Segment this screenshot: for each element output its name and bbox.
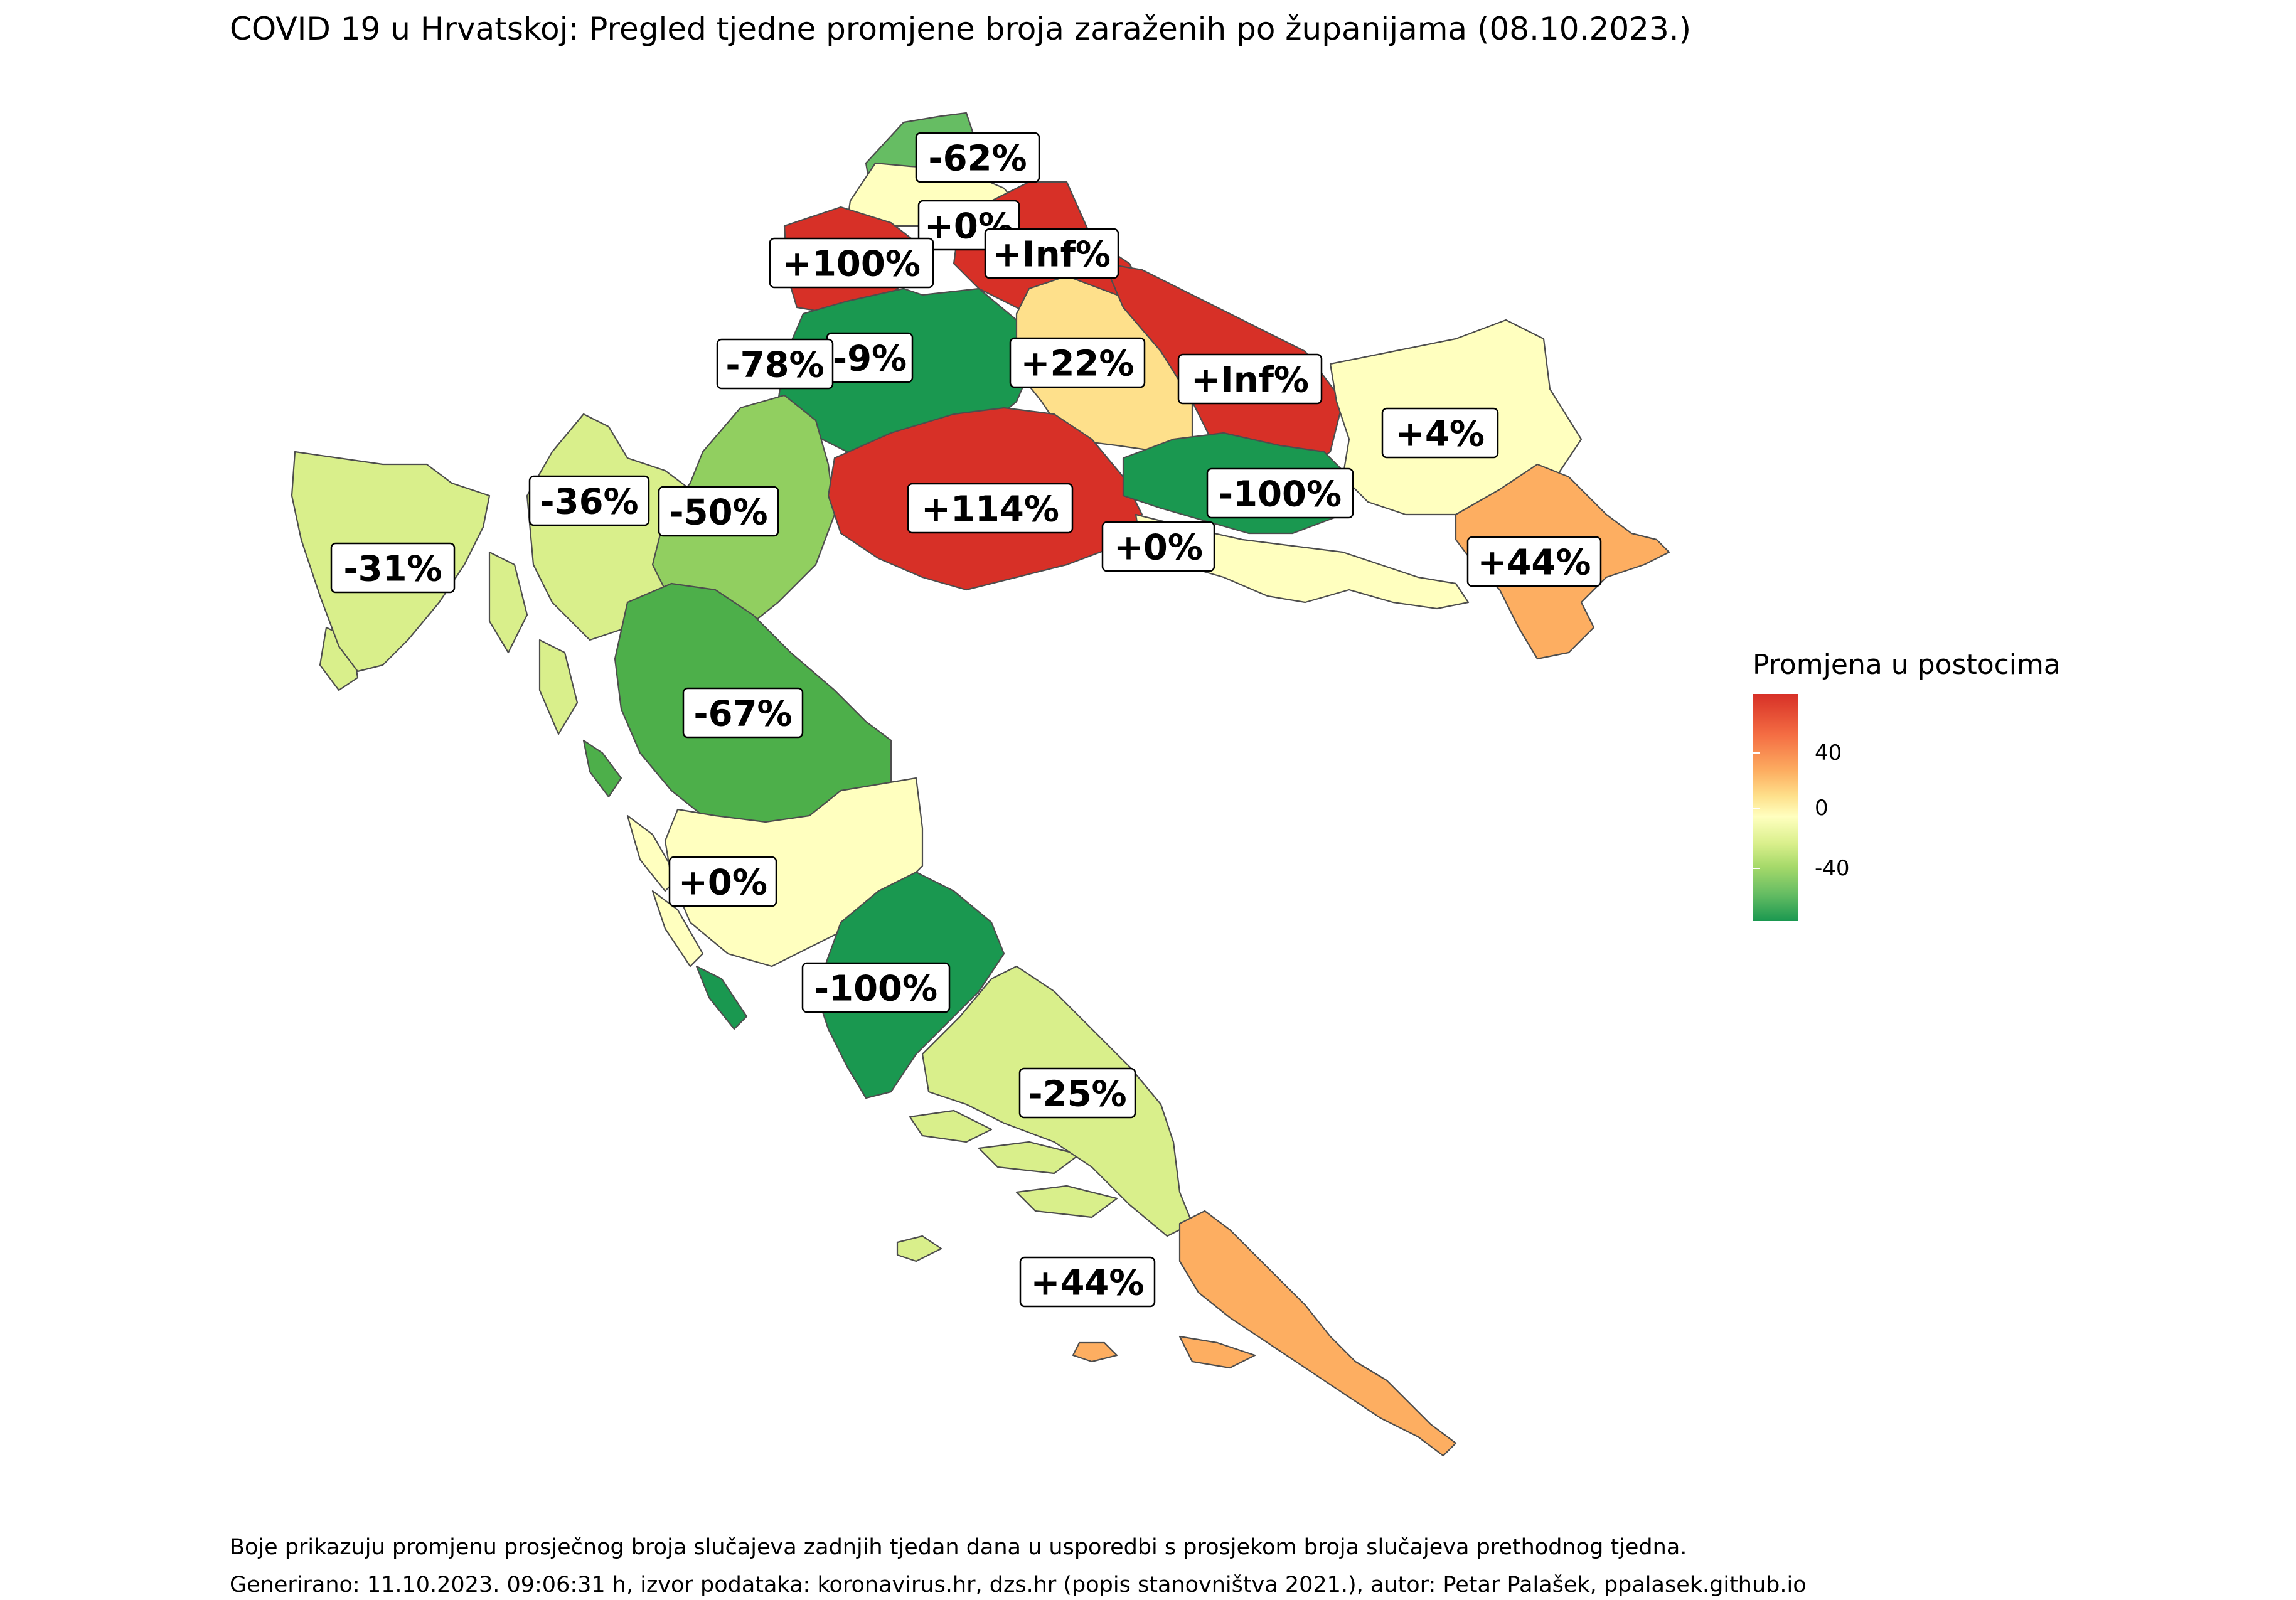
island-shape xyxy=(695,965,748,1030)
island-shape xyxy=(1072,1341,1118,1363)
county-label-box xyxy=(658,486,779,537)
legend-tick-mark xyxy=(1798,752,1805,754)
county-label-text: -36% xyxy=(540,482,638,523)
island-shape xyxy=(538,639,579,735)
county-label-text: +100% xyxy=(782,244,921,285)
county-label-box xyxy=(1381,407,1499,459)
county-label-text: -100% xyxy=(814,969,937,1010)
county-label: -9% xyxy=(826,332,914,383)
county-label-box xyxy=(716,338,834,390)
county-label-box xyxy=(1101,521,1215,572)
county-label: +114% xyxy=(907,483,1074,534)
county-label-box xyxy=(528,475,650,526)
county-label-box xyxy=(1009,337,1146,388)
county-label: +100% xyxy=(769,237,934,289)
county-shape[interactable] xyxy=(1178,1210,1457,1457)
county-label-text: +Inf% xyxy=(1191,360,1309,401)
county-label: -100% xyxy=(801,962,951,1013)
county-label: +Inf% xyxy=(1177,353,1323,405)
county-label: +44% xyxy=(1019,1256,1156,1308)
legend-color-bar xyxy=(1753,694,1798,921)
county-label-text: -100% xyxy=(1219,474,1342,515)
map-title: COVID 19 u Hrvatskoj: Pregled tjedne pro… xyxy=(230,11,1692,47)
county-label: +Inf% xyxy=(984,228,1119,279)
county-label-text: +4% xyxy=(1396,414,1485,455)
county-label-box xyxy=(1466,536,1602,587)
island-shape xyxy=(488,551,528,654)
county-label-text: +22% xyxy=(1021,344,1135,385)
island-shape xyxy=(1178,1335,1256,1369)
county-label: +0% xyxy=(1101,521,1215,572)
county-label: -67% xyxy=(682,687,804,739)
county-label-box xyxy=(801,962,951,1013)
county-label-box xyxy=(915,132,1040,183)
legend-tick-mark xyxy=(1753,752,1760,754)
legend-tick-mark xyxy=(1798,808,1805,809)
county-label: -25% xyxy=(1018,1067,1136,1119)
county-label-text: +0% xyxy=(1114,528,1203,568)
county-label: -36% xyxy=(528,475,650,526)
island-shape xyxy=(1015,1185,1118,1219)
county-label: +0% xyxy=(668,856,777,907)
legend-tick-label: 0 xyxy=(1815,796,1829,821)
county-label: -78% xyxy=(716,338,834,390)
legend-tick-mark xyxy=(1753,808,1760,809)
caption-line-1: Boje prikazuju promjenu prosječnog broja… xyxy=(230,1535,1687,1560)
county-label: -62% xyxy=(915,132,1040,183)
legend-tick-mark xyxy=(1753,868,1760,869)
county-label-box xyxy=(907,483,1074,534)
county-label-box xyxy=(769,237,934,289)
legend-tick-mark xyxy=(1798,868,1805,869)
legend-title: Promjena u postocima xyxy=(1753,649,2061,681)
island-shape xyxy=(978,1141,1081,1175)
county-label-box xyxy=(330,542,456,594)
county-label-box xyxy=(1206,467,1354,519)
county-label: +4% xyxy=(1381,407,1499,459)
county-label-text: -31% xyxy=(343,549,442,590)
county-label: -100% xyxy=(1206,467,1354,519)
island-shape xyxy=(896,1235,942,1262)
county-label-box xyxy=(668,856,777,907)
county-label-text: -50% xyxy=(669,493,767,533)
legend-tick-label: -40 xyxy=(1815,856,1850,881)
county-label-text: -9% xyxy=(833,339,907,380)
county-label-box xyxy=(1177,353,1323,405)
county-regions xyxy=(291,112,1670,1457)
county-label-box xyxy=(682,687,804,739)
county-label: +22% xyxy=(1009,337,1146,388)
caption-line-2: Generirano: 11.10.2023. 09:06:31 h, izvo… xyxy=(230,1572,1807,1597)
county-label-text: +44% xyxy=(1478,543,1591,584)
island-shape xyxy=(582,739,622,798)
county-label-box xyxy=(1019,1256,1156,1308)
county-label-box xyxy=(1018,1067,1136,1119)
legend-tick-label: 40 xyxy=(1815,740,1842,765)
county-label-text: +0% xyxy=(678,863,767,904)
island-shape xyxy=(909,1109,993,1143)
county-shape[interactable] xyxy=(1135,513,1470,610)
county-labels: -62% +0% +100% +Inf% -9%-78% +22% +Inf% +4% -36%… xyxy=(330,132,1602,1308)
county-label-text: -67% xyxy=(693,694,792,735)
county-label: +44% xyxy=(1466,536,1602,587)
county-label-text: -78% xyxy=(725,345,824,386)
county-label-text: -62% xyxy=(928,139,1027,179)
county-label-box xyxy=(984,228,1119,279)
county-label: -50% xyxy=(658,486,779,537)
county-label: -31% xyxy=(330,542,456,594)
county-label-text: +114% xyxy=(921,489,1059,530)
county-label-text: +Inf% xyxy=(993,235,1111,275)
county-label-text: +44% xyxy=(1031,1263,1145,1304)
county-label-text: -25% xyxy=(1028,1074,1126,1115)
